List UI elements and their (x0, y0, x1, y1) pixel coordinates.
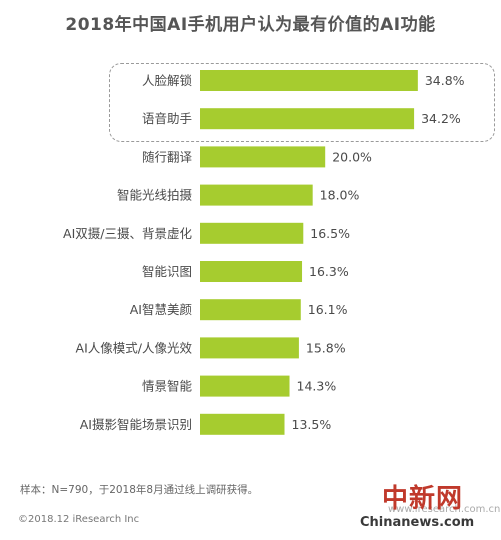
category-label: 情景智能 (142, 379, 193, 394)
value-label: 16.1% (308, 302, 348, 317)
bar (200, 261, 303, 282)
bar (200, 184, 313, 206)
value-label: 14.3% (297, 379, 337, 394)
category-label: AI双摄/三摄、背景虚化 (63, 226, 192, 241)
footnote: 样本：N=790，于2018年8月通过线上调研获得。 (20, 484, 259, 496)
value-label: 13.5% (292, 417, 332, 432)
watermark-site: Chinanews.com (360, 515, 475, 530)
category-label: 智能光线拍摄 (117, 188, 193, 203)
bar (200, 299, 301, 321)
bar (200, 108, 415, 130)
bar (200, 70, 418, 91)
value-label: 15.8% (306, 340, 346, 355)
category-label: AI人像模式/人像光效 (76, 340, 193, 355)
category-label: 人脸解锁 (142, 73, 193, 88)
category-label: AI摄影智能场景识别 (80, 417, 192, 432)
bar (200, 413, 285, 435)
bar (200, 375, 290, 397)
highlight-box (109, 63, 495, 142)
bar (200, 222, 304, 244)
value-label: 34.2% (421, 111, 461, 126)
watermark-logo: 中新网 (382, 484, 464, 514)
category-label: 智能识图 (142, 264, 192, 279)
value-label: 16.5% (310, 226, 350, 241)
value-label: 16.3% (309, 264, 349, 279)
category-label: 语音助手 (142, 111, 192, 126)
copyright: ©2018.12 iResearch Inc (18, 514, 140, 525)
chart-title: 2018年中国AI手机用户认为最有价值的AI功能 (65, 15, 436, 35)
bar (200, 337, 299, 359)
bar (200, 146, 326, 168)
bar-chart: 人脸解锁 34.8% 语音助手 34.2% 随行翻译 20.0% 智能光线拍摄 18.0% AI… (63, 70, 465, 435)
watermark-url: www.iresearch.com.cn (388, 504, 501, 515)
category-label: AI智慧美颜 (130, 302, 192, 317)
value-label: 34.8% (425, 73, 465, 88)
value-label: 20.0% (332, 149, 372, 164)
value-label: 18.0% (320, 188, 360, 203)
category-label: 随行翻译 (142, 149, 193, 164)
